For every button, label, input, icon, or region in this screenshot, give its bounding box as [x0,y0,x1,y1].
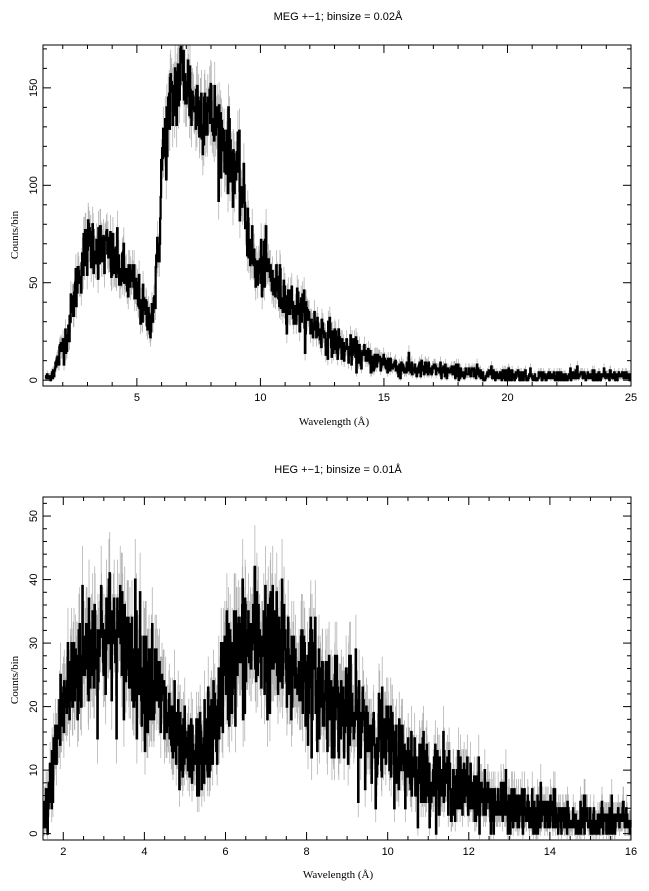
heg-axes: 2 4 6 8 10 12 14 16 0 10 20 30 40 50 [28,497,637,858]
y-tick-label: 10 [28,764,40,776]
y-tick-label: 100 [28,176,40,194]
x-tick-label: 6 [222,846,228,858]
x-tick-label: 20 [501,392,513,404]
spectrum-line [42,565,632,835]
meg-xlabel: Wavelength (Å) [299,416,370,428]
spectrum-line [44,45,632,382]
x-tick-label: 25 [625,392,637,404]
x-tick-label: 10 [254,392,266,404]
y-tick-label: 50 [28,277,40,289]
meg-spectrum [44,45,632,382]
meg-title: MEG +−1; binsize = 0.02Å [274,10,403,23]
meg-ylabel: Counts/bin [9,210,21,259]
x-tick-label: 10 [382,846,394,858]
x-tick-label: 15 [378,392,390,404]
x-tick-label: 5 [134,392,140,404]
meg-axes: 5 10 15 20 25 0 50 100 150 [28,45,637,404]
x-tick-label: 4 [141,846,147,858]
y-tick-label: 150 [28,79,40,97]
y-tick-label: 50 [28,510,40,522]
heg-ylabel: Counts/bin [9,655,21,704]
heg-xlabel: Wavelength (Å) [303,869,374,881]
heg-plot-frame [42,496,632,841]
y-tick-label: 30 [28,637,40,649]
x-tick-label: 12 [463,846,475,858]
y-tick-label: 0 [28,377,40,383]
meg-panel: MEG +−1; binsize = 0.02Å Wavelength (Å) … [9,10,637,428]
y-tick-label: 20 [28,700,40,712]
heg-spectrum [42,565,632,835]
y-tick-label: 0 [28,831,40,837]
x-tick-label: 8 [304,846,310,858]
x-tick-label: 2 [60,846,66,858]
x-tick-label: 14 [544,846,556,858]
meg-plot-frame [42,44,632,387]
y-tick-label: 40 [28,573,40,585]
x-tick-label: 16 [625,846,637,858]
heg-title: HEG +−1; binsize = 0.01Å [274,463,402,476]
heg-panel: HEG +−1; binsize = 0.01Å Wavelength (Å) … [9,463,637,881]
